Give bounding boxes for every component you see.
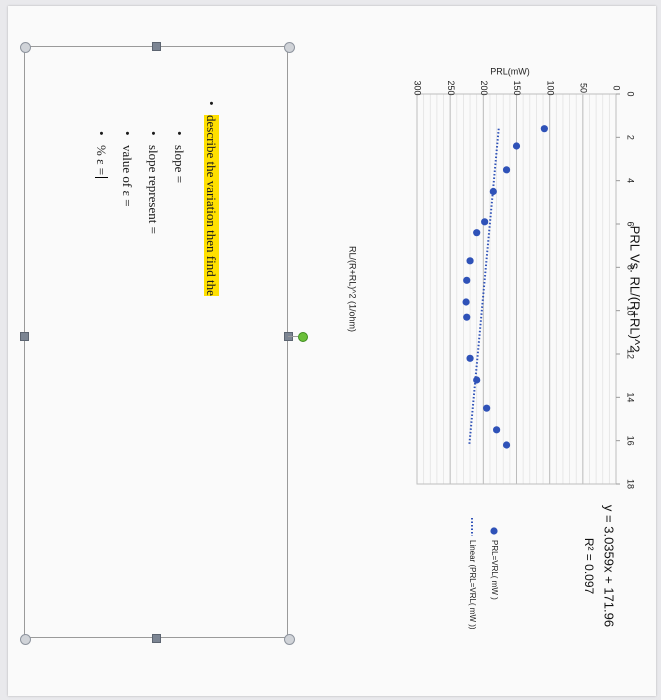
trendline-equation: y = 3.0359x + 171.96 bbox=[602, 505, 617, 627]
data-point bbox=[473, 229, 481, 237]
bullet-dot: • bbox=[146, 131, 161, 136]
x-tick-label: 12 bbox=[626, 349, 636, 359]
data-point bbox=[466, 257, 474, 265]
text-cursor bbox=[95, 177, 108, 179]
bullet-dot: • bbox=[120, 131, 135, 136]
grid-lines bbox=[416, 94, 617, 484]
resize-handle-bottom[interactable] bbox=[152, 634, 161, 643]
resize-handle-top[interactable] bbox=[152, 42, 161, 51]
data-point bbox=[502, 166, 511, 174]
trendline bbox=[468, 128, 500, 446]
data-point bbox=[473, 376, 481, 384]
plot-area bbox=[416, 93, 617, 485]
document-page: 0 50 100 150 200 250 300 0 2 4 6 8 10 12 14 16 18 PRL Vs.… bbox=[8, 6, 656, 696]
legend-label-trendline: Linear (PRL=VRL( mW )) bbox=[468, 540, 477, 630]
labels-layer: 0 50 100 150 200 250 300 0 2 4 6 8 10 12 14 16 18 PRL Vs.… bbox=[348, 66, 643, 627]
data-point bbox=[463, 313, 471, 321]
y-tick-label: 250 bbox=[446, 80, 456, 95]
resize-handle-top-right[interactable] bbox=[284, 42, 295, 53]
trendline-layer bbox=[468, 128, 500, 446]
heading-line: • describe the variation then find the bbox=[203, 101, 219, 296]
x-tick-label: 18 bbox=[626, 479, 636, 489]
x-tick-label: 2 bbox=[626, 135, 636, 140]
x-tick-label: 10 bbox=[626, 306, 636, 316]
data-point bbox=[512, 142, 521, 150]
bullet-item-2: • slope represent = bbox=[145, 131, 161, 234]
bullet-item-4: • % ε = bbox=[93, 131, 109, 179]
bullet-item-1: • slope = bbox=[171, 131, 187, 184]
question-list: • describe the variation then find the • sl… bbox=[94, 101, 223, 665]
resize-handle-top-left[interactable] bbox=[20, 42, 31, 53]
text-box[interactable]: • describe the variation then find the • sl… bbox=[24, 46, 288, 638]
bullet-text: slope represent = bbox=[146, 145, 161, 234]
bullet-text: value of ε = bbox=[120, 145, 135, 207]
x-tick-label: 16 bbox=[626, 436, 636, 446]
bullet-dot: • bbox=[94, 131, 109, 136]
rotate-connector bbox=[288, 336, 298, 337]
y-tick-label: 50 bbox=[578, 83, 588, 93]
bullet-text: % ε = bbox=[94, 145, 109, 176]
data-point bbox=[493, 426, 501, 434]
y-tick-label: 150 bbox=[512, 80, 522, 95]
data-point bbox=[466, 354, 474, 362]
chart-title: PRL Vs. RL/(R+RL)^2 bbox=[628, 226, 643, 353]
y-tick-label: 200 bbox=[479, 80, 489, 95]
legend-label-series: PRL=VRL( mW ) bbox=[490, 540, 499, 600]
data-point bbox=[483, 404, 491, 412]
points-layer bbox=[462, 125, 548, 449]
legend-marker-series bbox=[490, 527, 498, 535]
data-point bbox=[502, 441, 511, 449]
data-point bbox=[481, 218, 489, 226]
bullet-text: describe the variation then find the bbox=[204, 115, 219, 296]
x-tick-label: 14 bbox=[626, 392, 636, 402]
x-tick-label: 6 bbox=[626, 221, 636, 226]
x-tick-label: 8 bbox=[626, 265, 636, 270]
x-axis-title: RL/(R+RL)^2 (1/ohm) bbox=[348, 246, 358, 332]
y-tick-label: 0 bbox=[612, 85, 622, 90]
data-point bbox=[540, 125, 548, 133]
y-tick-label: 100 bbox=[545, 80, 555, 95]
chart: 0 50 100 150 200 250 300 0 2 4 6 8 10 12 14 16 18 PRL Vs.… bbox=[348, 66, 643, 630]
bullet-text: slope = bbox=[172, 145, 187, 184]
y-tick-label: 300 bbox=[413, 80, 423, 95]
bullet-dot: • bbox=[172, 131, 187, 136]
resize-handle-bottom-left[interactable] bbox=[20, 634, 31, 645]
data-point bbox=[462, 298, 470, 306]
bullet-item-3: • value of ε = bbox=[119, 131, 135, 207]
axes bbox=[416, 93, 620, 485]
data-point bbox=[463, 276, 471, 284]
x-tick-label: 4 bbox=[626, 178, 636, 183]
bullet-dot: • bbox=[204, 101, 219, 106]
resize-handle-left[interactable] bbox=[20, 332, 29, 341]
rotate-handle[interactable] bbox=[298, 332, 308, 342]
r-squared: R² = 0.097 bbox=[582, 538, 596, 595]
legend: PRL=VRL( mW ) Linear (PRL=VRL( mW )) bbox=[468, 518, 499, 630]
x-tick-label: 0 bbox=[626, 91, 636, 96]
data-point bbox=[489, 187, 497, 196]
resize-handle-bottom-right[interactable] bbox=[284, 634, 295, 645]
y-axis-title: PRL(mW) bbox=[490, 66, 530, 76]
